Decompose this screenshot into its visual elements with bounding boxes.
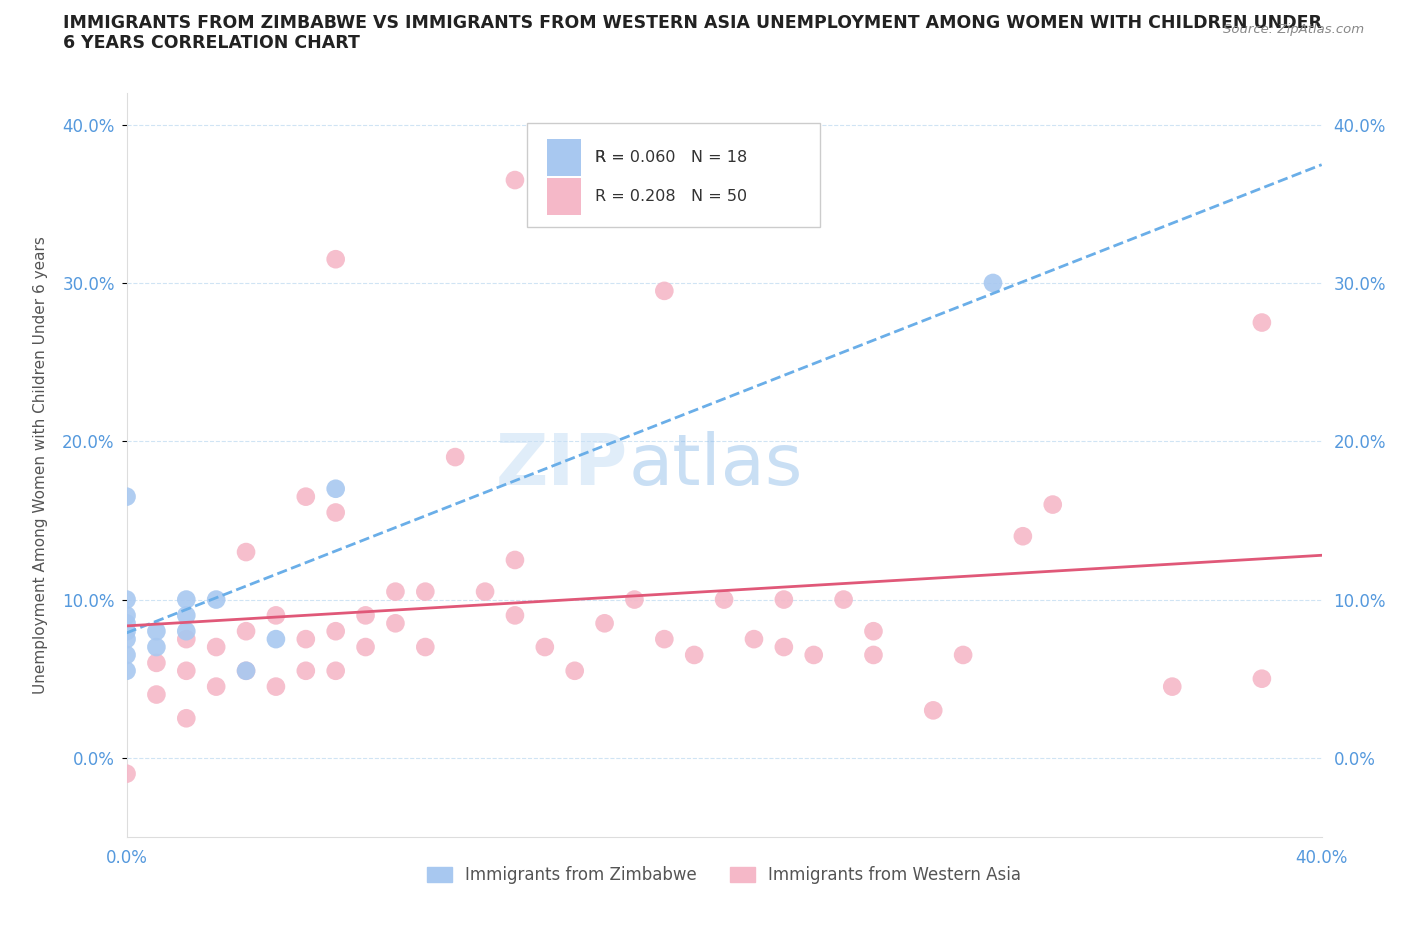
Point <box>325 482 347 497</box>
Point <box>235 624 257 639</box>
Point <box>652 284 675 299</box>
Point <box>325 663 347 678</box>
Point <box>325 624 347 639</box>
Point <box>174 608 197 623</box>
Point <box>115 592 138 607</box>
Point <box>174 624 197 639</box>
Point <box>205 592 228 607</box>
Point <box>174 631 197 646</box>
Y-axis label: Unemployment Among Women with Children Under 6 years: Unemployment Among Women with Children U… <box>34 236 48 694</box>
Point <box>264 631 287 646</box>
Point <box>593 616 616 631</box>
Point <box>1161 679 1184 694</box>
Point <box>174 592 197 607</box>
Point <box>115 624 138 639</box>
Point <box>952 647 974 662</box>
Point <box>1251 671 1274 686</box>
Point <box>115 616 138 631</box>
Point <box>174 711 197 725</box>
Point <box>115 631 138 646</box>
Point <box>742 631 765 646</box>
Point <box>294 631 316 646</box>
Point <box>115 766 138 781</box>
Point <box>652 631 675 646</box>
Point <box>145 687 167 702</box>
Point <box>564 663 586 678</box>
Point <box>205 679 228 694</box>
Point <box>264 608 287 623</box>
Text: 6 YEARS CORRELATION CHART: 6 YEARS CORRELATION CHART <box>63 34 360 52</box>
Point <box>415 640 437 655</box>
Point <box>294 489 316 504</box>
Point <box>145 624 167 639</box>
Point <box>115 608 138 623</box>
Point <box>264 679 287 694</box>
Text: IMMIGRANTS FROM ZIMBABWE VS IMMIGRANTS FROM WESTERN ASIA UNEMPLOYMENT AMONG WOME: IMMIGRANTS FROM ZIMBABWE VS IMMIGRANTS F… <box>63 14 1322 32</box>
Point <box>384 616 406 631</box>
Point <box>384 584 406 599</box>
Point <box>803 647 825 662</box>
Point <box>325 505 347 520</box>
Point <box>115 647 138 662</box>
Text: atlas: atlas <box>628 431 803 499</box>
Point <box>174 663 197 678</box>
Point <box>503 173 526 188</box>
Point <box>325 252 347 267</box>
Point <box>115 489 138 504</box>
Point <box>474 584 496 599</box>
Point <box>773 592 796 607</box>
Point <box>145 640 167 655</box>
Text: R = 0.060   N = 18: R = 0.060 N = 18 <box>595 150 747 165</box>
FancyBboxPatch shape <box>547 139 581 176</box>
Point <box>683 647 706 662</box>
Point <box>354 608 377 623</box>
Point <box>1011 529 1033 544</box>
Text: R =: R = <box>595 150 630 165</box>
Point <box>534 640 557 655</box>
Point <box>862 624 884 639</box>
Point <box>713 592 735 607</box>
Point <box>444 449 467 464</box>
Text: ZIP: ZIP <box>496 431 628 499</box>
Point <box>235 663 257 678</box>
Text: R = 0.208   N = 50: R = 0.208 N = 50 <box>595 189 747 204</box>
Point <box>415 584 437 599</box>
Text: Source: ZipAtlas.com: Source: ZipAtlas.com <box>1223 23 1364 36</box>
Point <box>115 663 138 678</box>
Point <box>1251 315 1274 330</box>
Point <box>205 640 228 655</box>
Point <box>862 647 884 662</box>
Point <box>922 703 945 718</box>
Point <box>354 640 377 655</box>
Point <box>832 592 855 607</box>
Legend: Immigrants from Zimbabwe, Immigrants from Western Asia: Immigrants from Zimbabwe, Immigrants fro… <box>426 867 1022 884</box>
Point <box>294 663 316 678</box>
Point <box>235 663 257 678</box>
Point <box>773 640 796 655</box>
Point <box>503 608 526 623</box>
Point <box>623 592 645 607</box>
FancyBboxPatch shape <box>527 123 820 227</box>
Point <box>235 545 257 560</box>
Point <box>145 656 167 671</box>
Point <box>1042 498 1064 512</box>
FancyBboxPatch shape <box>547 178 581 215</box>
Point <box>503 552 526 567</box>
Point <box>981 275 1004 290</box>
